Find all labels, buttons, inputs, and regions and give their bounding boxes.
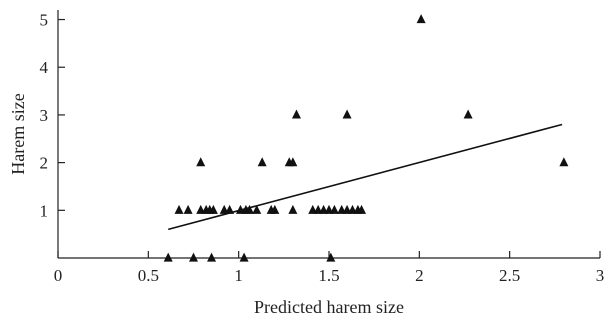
data-point: [208, 204, 218, 214]
data-point: [207, 252, 217, 262]
data-point: [257, 157, 267, 167]
data-point: [252, 204, 262, 214]
data-point: [239, 252, 249, 262]
data-point: [196, 157, 206, 167]
x-axis: 0 0.5 1 1.5 2 2.5 3: [54, 251, 605, 285]
data-point: [225, 204, 235, 214]
x-tick-label: 1: [234, 266, 243, 285]
x-tick-label: 0: [54, 266, 63, 285]
data-point: [189, 252, 198, 262]
x-tick-label: 2.5: [499, 266, 520, 285]
x-tick-label: 3: [596, 266, 605, 285]
y-tick-label: 3: [40, 106, 49, 125]
y-tick-label: 1: [40, 201, 49, 220]
data-point: [174, 204, 184, 214]
data-point: [416, 14, 426, 24]
x-tick-label: 2: [415, 266, 424, 285]
data-point: [463, 109, 473, 119]
data-points: [163, 14, 569, 262]
data-point: [183, 204, 193, 214]
y-axis: 1 2 3 4 5: [40, 10, 65, 258]
y-tick-label: 2: [40, 154, 49, 173]
y-tick-label: 4: [40, 58, 49, 77]
data-point: [163, 252, 173, 262]
y-tick-label: 5: [40, 11, 49, 30]
x-axis-label: Predicted harem size: [254, 297, 404, 317]
x-tick-label: 1.5: [318, 266, 339, 285]
y-axis-label: Harem size: [8, 93, 28, 174]
trend-line: [168, 123, 563, 231]
data-point: [288, 157, 298, 167]
y-ticks: 1 2 3 4 5: [40, 11, 65, 220]
trend-line-group: [168, 123, 563, 231]
data-point: [291, 109, 301, 119]
data-point: [288, 204, 298, 214]
data-point: [559, 157, 569, 167]
data-point: [342, 109, 352, 119]
data-point: [357, 204, 367, 214]
data-point: [326, 252, 336, 262]
x-ticks: 0 0.5 1 1.5 2 2.5 3: [54, 251, 605, 285]
data-point: [245, 204, 255, 214]
data-point: [270, 204, 280, 214]
x-tick-label: 0.5: [138, 266, 159, 285]
data-point: [329, 204, 339, 214]
